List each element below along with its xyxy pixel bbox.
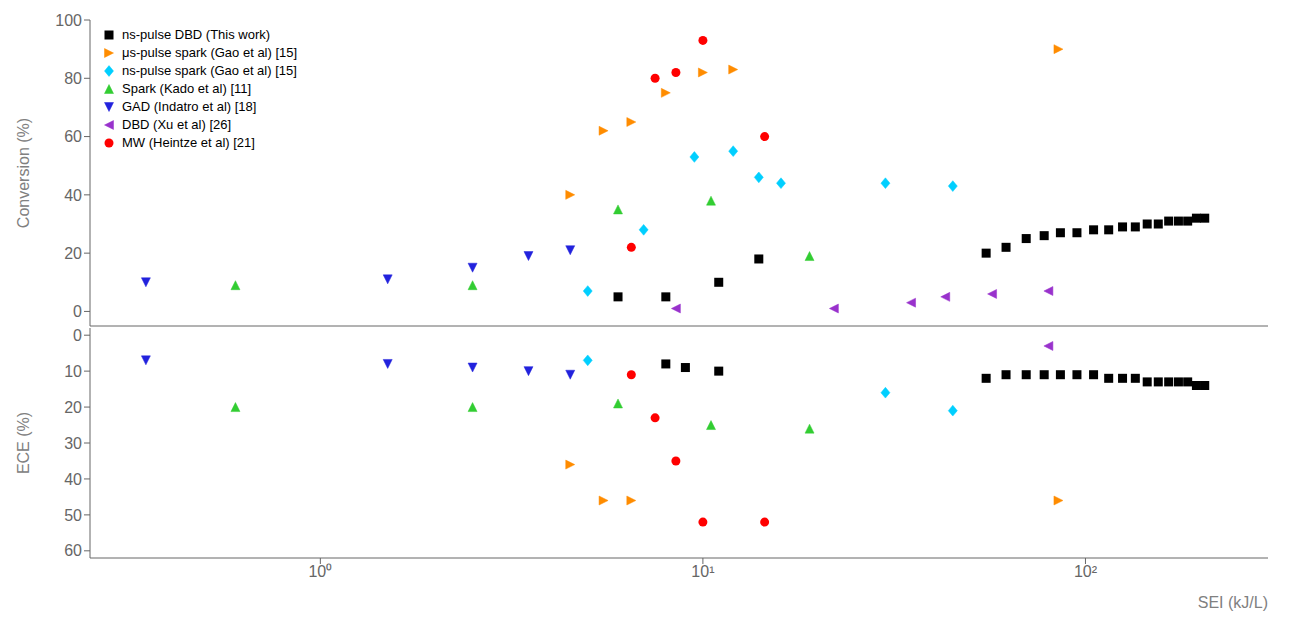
- svg-text:40: 40: [64, 471, 82, 488]
- svg-text:60: 60: [64, 542, 82, 559]
- svg-text:10: 10: [64, 363, 82, 380]
- svg-text:0: 0: [73, 303, 82, 320]
- svg-text:20: 20: [64, 245, 82, 262]
- svg-text:10¹: 10¹: [691, 563, 714, 580]
- svg-text:0: 0: [73, 328, 82, 344]
- html-text:μs-pulse spark (Gao et al) [15: μs-pulse spark (Gao et al) [15]: [122, 45, 298, 60]
- svg-text:30: 30: [64, 435, 82, 452]
- svg-text:SEI (kJ/L): SEI (kJ/L): [1198, 594, 1268, 611]
- html-text:Spark (Kado et al) [11]: Spark (Kado et al) [11]: [122, 81, 252, 96]
- svg-text:10²: 10²: [1074, 563, 1098, 580]
- html-text:ns-pulse spark (Gao et al) [15: ns-pulse spark (Gao et al) [15]: [122, 63, 297, 78]
- svg-text:ECE (%): ECE (%): [15, 412, 32, 474]
- html-text:DBD (Xu et al) [26]: DBD (Xu et al) [26]: [122, 117, 232, 132]
- svg-text:60: 60: [64, 128, 82, 145]
- svg-text:Conversion (%): Conversion (%): [15, 118, 32, 228]
- html-text:MW (Heintze et al) [21]: MW (Heintze et al) [21]: [122, 135, 255, 150]
- svg-text:80: 80: [64, 70, 82, 87]
- svg-text:10⁰: 10⁰: [308, 563, 332, 580]
- svg-text:50: 50: [64, 507, 82, 524]
- svg-text:40: 40: [64, 187, 82, 204]
- svg-text:100: 100: [55, 12, 82, 29]
- svg-text:20: 20: [64, 399, 82, 416]
- html-text:GAD (Indatro et al) [18]: GAD (Indatro et al) [18]: [122, 99, 257, 114]
- html-text:ns-pulse DBD (This work): ns-pulse DBD (This work): [122, 27, 271, 42]
